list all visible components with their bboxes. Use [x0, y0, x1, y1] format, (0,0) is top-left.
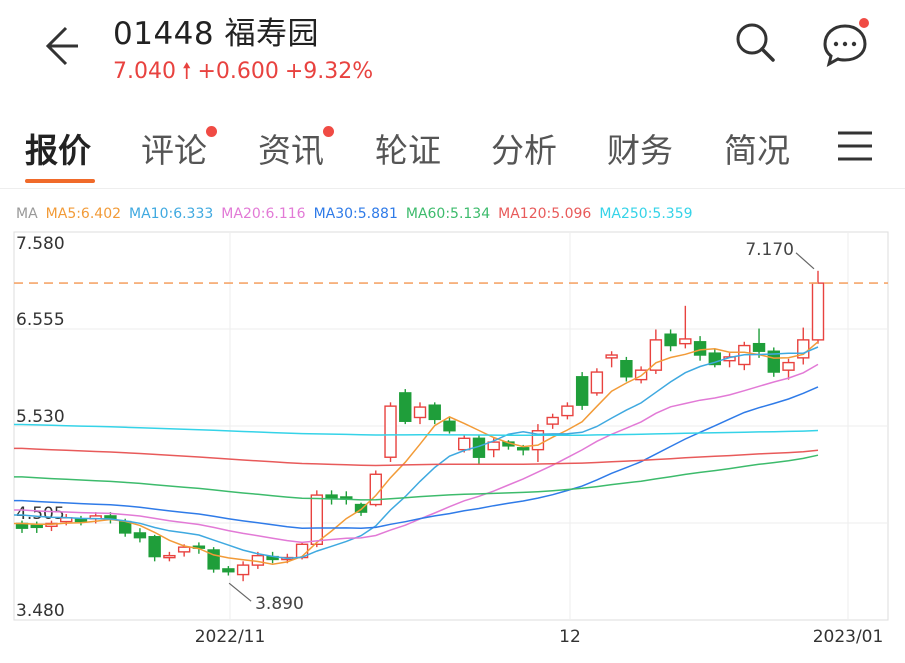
- tab-label: 评论: [141, 131, 207, 170]
- candle-body: [236, 564, 250, 576]
- candle-body: [767, 350, 780, 373]
- candle-body: [222, 568, 235, 573]
- ma250-line: [14, 423, 819, 437]
- up-arrow-icon: 🠕: [181, 59, 192, 84]
- candle-body: [605, 354, 618, 359]
- candle-body: [546, 416, 559, 425]
- ma-legend-item: MA120:5.096: [498, 206, 592, 222]
- candle-body: [620, 360, 633, 378]
- search-icon[interactable]: [733, 20, 777, 64]
- annotation-leader: [228, 582, 252, 602]
- ma-legend-item: MA60:5.134: [405, 206, 491, 222]
- candle-body: [752, 342, 766, 352]
- candle-body: [590, 371, 604, 394]
- tab-label: 报价: [25, 131, 91, 170]
- candle-body: [531, 430, 545, 451]
- candle-body: [649, 339, 663, 371]
- tab-comments[interactable]: 评论: [141, 124, 217, 172]
- candle-body: [693, 341, 707, 356]
- candle-body: [207, 549, 220, 570]
- candle-body: [177, 546, 191, 553]
- top-bar: 01448 福寿园 7.040 🠕 +0.600 +9.32%: [0, 0, 905, 100]
- tab-bar: 报价 评论 资讯 轮证 分析 财务 简况: [0, 112, 905, 189]
- ma-legend-item: MA10:6.333: [129, 206, 214, 222]
- y-tick-label: 4.505: [16, 504, 65, 524]
- candle-body: [664, 333, 677, 347]
- ma-legend-item: MA: [16, 206, 38, 222]
- candle-body: [118, 520, 132, 534]
- ma-legend-item: MA30:5.881: [313, 206, 398, 222]
- ma20-line: [14, 363, 819, 544]
- ma-legend: MA MA5:6.402 MA10:6.333 MA20:6.116 MA30:5.88…: [16, 206, 701, 222]
- candle-body: [811, 282, 825, 341]
- tab-news[interactable]: 资讯: [258, 124, 334, 172]
- min-price-annotation: 3.890: [255, 594, 304, 614]
- y-tick-label: 3.480: [16, 601, 65, 621]
- ma-legend-item: MA20:6.116: [221, 206, 306, 222]
- tab-label: 轮证: [375, 131, 441, 170]
- ma120-line: [14, 447, 819, 467]
- annotation-leader: [795, 252, 815, 270]
- x-tick-label: 12: [559, 627, 581, 647]
- last-price: 7.040: [113, 59, 176, 84]
- candle-body: [133, 532, 147, 539]
- chat-bubble-icon[interactable]: [820, 18, 870, 68]
- candle-body: [413, 406, 427, 419]
- candle-body: [163, 554, 176, 559]
- candle-body: [399, 392, 412, 422]
- ma-legend-item: MA5:6.402: [45, 206, 122, 222]
- ma60-line: [14, 454, 819, 501]
- tab-warrants[interactable]: 轮证: [375, 124, 441, 172]
- price-change: +0.600: [197, 59, 279, 84]
- candlestick-chart[interactable]: 7.580 6.555 5.530 4.505 3.480 2022/11 12 2023/0…: [0, 228, 905, 663]
- stock-quote: 7.040 🠕 +0.600 +9.32%: [113, 54, 379, 92]
- ma5-line: [14, 341, 819, 565]
- tab-quote[interactable]: 报价: [25, 124, 91, 172]
- max-price-annotation: 7.170: [745, 240, 794, 260]
- tab-finance[interactable]: 财务: [607, 124, 673, 172]
- candle-body: [384, 405, 397, 458]
- tab-label: 财务: [607, 131, 673, 170]
- tab-analysis[interactable]: 分析: [491, 124, 557, 172]
- candle-body: [310, 494, 324, 545]
- back-arrow-icon[interactable]: [36, 22, 84, 70]
- ma30-line: [14, 386, 819, 530]
- candle-body: [516, 447, 530, 451]
- tab-label: 资讯: [258, 131, 324, 170]
- candle-body: [354, 503, 368, 513]
- ma-legend-item: MA250:5.359: [599, 206, 693, 222]
- candle-body: [148, 536, 161, 558]
- y-tick-label: 5.530: [16, 407, 65, 427]
- candle-body: [561, 405, 574, 417]
- candle-body: [30, 524, 43, 529]
- candle-body: [679, 338, 692, 345]
- notification-dot: [206, 126, 217, 137]
- ma10-line: [14, 346, 819, 560]
- candle-body: [708, 352, 722, 366]
- candle-body: [487, 441, 500, 451]
- candle-body: [575, 376, 589, 406]
- price-change-pct: +9.32%: [284, 59, 374, 84]
- candle-body: [428, 404, 441, 421]
- tab-label: 简况: [724, 131, 790, 170]
- x-tick-label: 2022/11: [195, 627, 266, 647]
- candle-body: [443, 420, 456, 432]
- notification-dot: [323, 126, 334, 137]
- x-tick-label: 2023/01: [813, 627, 884, 647]
- tab-profile[interactable]: 简况: [724, 124, 790, 172]
- active-tab-indicator: [25, 179, 95, 183]
- candle-body: [782, 361, 795, 371]
- stock-title: 01448 福寿园: [113, 16, 319, 52]
- hamburger-menu-icon[interactable]: [836, 130, 874, 162]
- y-tick-label: 6.555: [16, 310, 65, 330]
- candle-body: [458, 437, 471, 451]
- tab-label: 分析: [491, 131, 557, 170]
- y-tick-label: 7.580: [16, 234, 65, 254]
